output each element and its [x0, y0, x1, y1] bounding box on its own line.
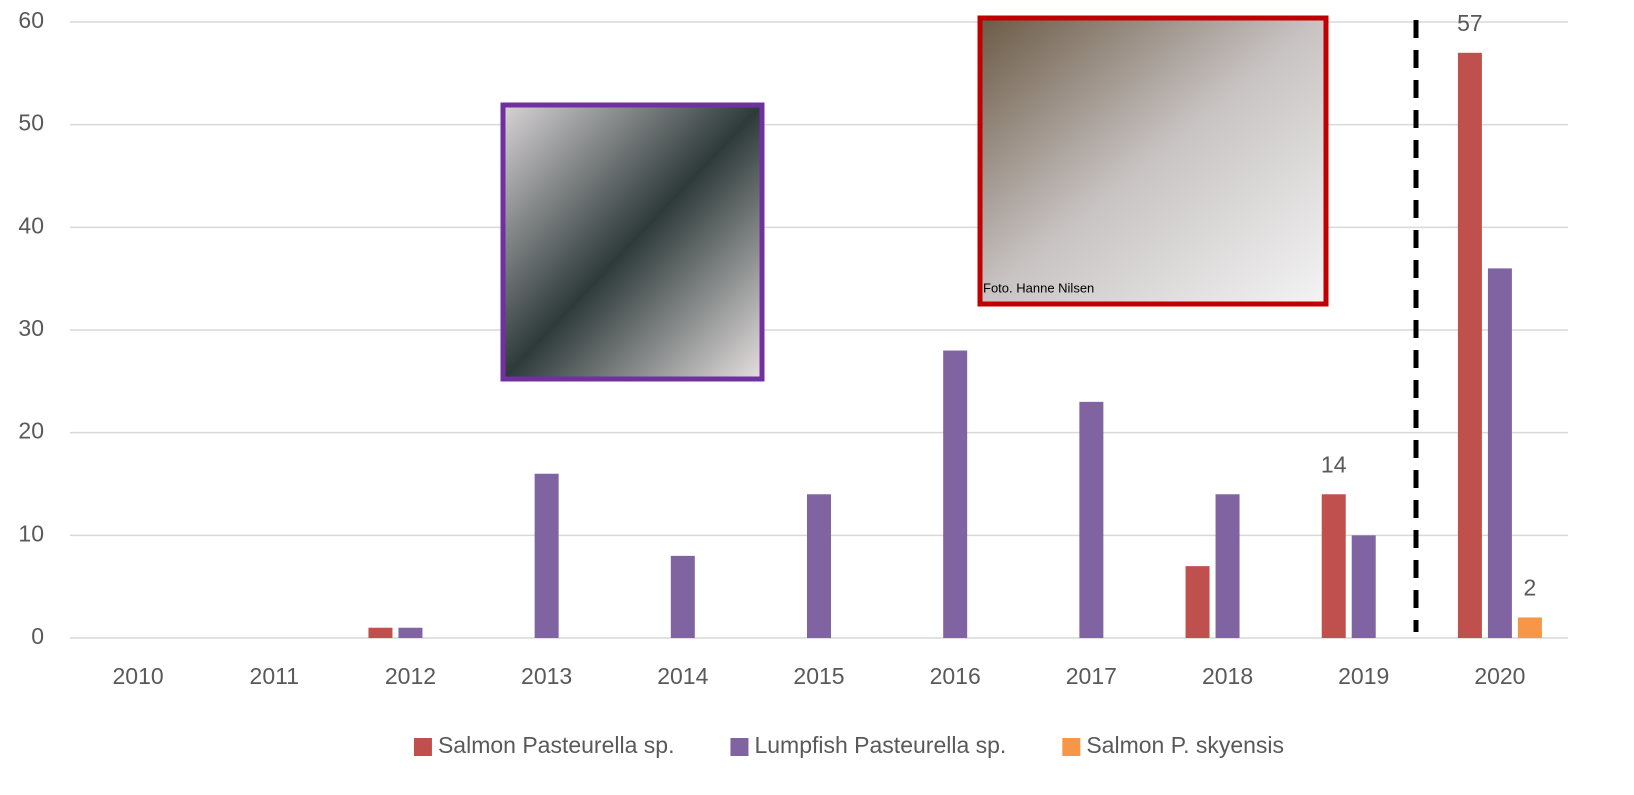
bar	[670, 555, 695, 638]
bar	[1487, 268, 1512, 638]
legend-label: Lumpfish Pasteurella sp.	[754, 732, 1006, 758]
y-tick-label: 60	[18, 7, 44, 33]
bar	[1517, 617, 1542, 638]
photo-salmon	[977, 15, 1329, 307]
data-label: 14	[1321, 451, 1347, 477]
bar	[1457, 52, 1482, 639]
x-tick-label: 2020	[1474, 663, 1525, 689]
x-tick-label: 2014	[657, 663, 708, 689]
legend-label: Salmon P. skyensis	[1086, 732, 1284, 758]
bar	[1321, 494, 1346, 638]
bar	[398, 627, 423, 638]
legend-item: Salmon Pasteurella sp.	[413, 732, 675, 758]
x-tick-label: 2019	[1338, 663, 1389, 689]
legend-item: Salmon P. skyensis	[1062, 732, 1284, 758]
bar	[1351, 535, 1376, 638]
y-tick-label: 40	[18, 212, 44, 238]
photo-credit: Foto. Hanne Nilsen	[983, 280, 1094, 295]
x-tick-label: 2012	[385, 663, 436, 689]
y-tick-label: 50	[18, 110, 44, 136]
y-tick-label: 30	[18, 315, 44, 341]
legend-label: Salmon Pasteurella sp.	[438, 732, 675, 758]
bar	[1185, 566, 1210, 638]
bar	[943, 350, 968, 638]
legend-swatch	[1062, 738, 1081, 756]
y-tick-label: 20	[18, 418, 44, 444]
x-tick-label: 2011	[250, 663, 299, 689]
x-tick-label: 2017	[1066, 663, 1117, 689]
bar	[807, 494, 831, 638]
bar	[368, 627, 393, 638]
legend-item: Lumpfish Pasteurella sp.	[730, 732, 1006, 758]
x-tick-label: 2015	[793, 663, 844, 689]
x-tick-label: 2010	[113, 663, 164, 689]
bar	[534, 473, 559, 638]
x-tick-label: 2013	[521, 663, 572, 689]
legend-swatch	[413, 738, 432, 756]
photo-lumpfish	[500, 102, 765, 382]
y-tick-label: 0	[31, 623, 44, 649]
bar	[1215, 494, 1240, 638]
legend-swatch	[730, 738, 749, 756]
data-label: 57	[1457, 10, 1483, 36]
data-label: 2	[1524, 575, 1537, 601]
x-tick-label: 2016	[930, 663, 981, 689]
bar	[1079, 401, 1104, 638]
x-tick-label: 2018	[1202, 663, 1253, 689]
y-tick-label: 10	[18, 520, 44, 546]
